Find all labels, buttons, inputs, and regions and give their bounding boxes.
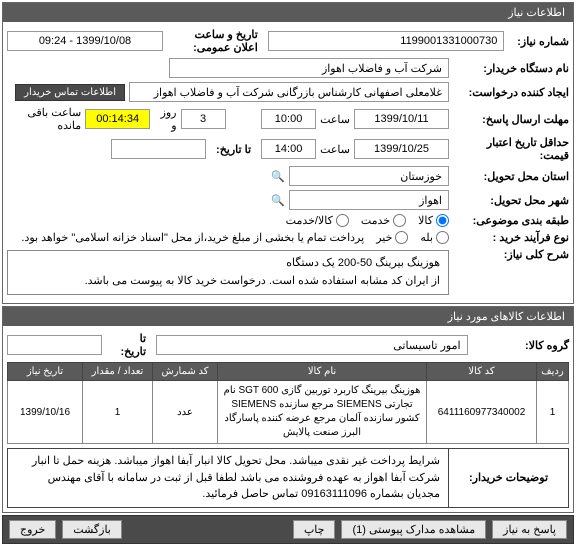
- days-left-input: [181, 109, 226, 129]
- buy-proc-group: بله خیر پرداخت تمام یا بخشی از مبلغ خرید…: [7, 231, 449, 244]
- col-code: کد کالا: [427, 363, 537, 381]
- buyer-notes-label: توضیحات خریدار:: [448, 449, 568, 507]
- opt-yes[interactable]: بله: [420, 231, 449, 244]
- need-no-input[interactable]: [268, 31, 505, 51]
- creator-label: ایجاد کننده درخواست:: [449, 86, 569, 99]
- topic-label: طبقه بندی موضوعی:: [449, 214, 569, 227]
- cell-need-date: 1399/10/16: [8, 381, 83, 444]
- deliver-prov-input[interactable]: [289, 166, 449, 186]
- reply-button[interactable]: پاسخ به نیاز: [492, 520, 567, 539]
- resp-date-input[interactable]: [354, 109, 449, 129]
- search-icon[interactable]: 🔍: [271, 194, 285, 207]
- deliver-prov-label: استان محل تحویل:: [449, 170, 569, 183]
- announce-label: تاریخ و ساعت اعلان عمومی:: [167, 28, 264, 54]
- opt-no[interactable]: خیر: [376, 231, 408, 244]
- contact-buyer-button[interactable]: اطلاعات تماس خریدار: [15, 84, 125, 101]
- footer-bar: پاسخ به نیاز مشاهده مدارک پیوستی (1) چاپ…: [2, 515, 574, 544]
- resp-time-input[interactable]: [261, 109, 316, 129]
- opt-goods[interactable]: کالا: [418, 214, 449, 227]
- need-no-label: شماره نیاز:: [504, 35, 569, 48]
- attachments-button[interactable]: مشاهده مدارک پیوستی (1): [341, 520, 486, 539]
- table-row[interactable]: 16411160977340002هوزینگ بیرینگ کاربرد تو…: [8, 381, 569, 444]
- panel2-header: اطلاعات کالاهای مورد نیاز: [3, 307, 573, 326]
- days-word: روز و: [154, 106, 176, 132]
- summary-line2: از ایران کد مشابه استفاده شده است. درخوا…: [16, 273, 440, 291]
- goods-info-panel: اطلاعات کالاهای مورد نیاز گروه کالا: تا …: [2, 306, 574, 513]
- cell-idx: 1: [537, 381, 569, 444]
- radio-yes[interactable]: [436, 231, 449, 244]
- buyer-org-label: نام دستگاه خریدار:: [449, 62, 569, 75]
- summary-line1: هوزینگ بیرینگ 50-200 یک دستگاه: [16, 255, 440, 273]
- col-name: نام کالا: [218, 363, 427, 381]
- buyer-notes-text: شرایط پرداخت غیر نقدی میباشد. محل تحویل …: [8, 449, 448, 507]
- print-button[interactable]: چاپ: [293, 520, 336, 539]
- resp-deadline-label: مهلت ارسال پاسخ:: [449, 113, 569, 126]
- col-count-code: کد شمارش: [153, 363, 218, 381]
- cell-qty: 1: [83, 381, 153, 444]
- buy-proc-label: نوع فرآیند خرید :: [449, 231, 569, 244]
- need-info-panel: اطلاعات نیاز شماره نیاز: تاریخ و ساعت اع…: [2, 2, 574, 304]
- summary-box: هوزینگ بیرینگ 50-200 یک دستگاه از ایران …: [7, 250, 449, 295]
- opt-both[interactable]: کالا/خدمت: [286, 214, 349, 227]
- radio-goods[interactable]: [436, 214, 449, 227]
- search-icon[interactable]: 🔍: [271, 170, 285, 183]
- deliver-city-label: شهر محل تحویل:: [449, 194, 569, 207]
- col-row: ردیف: [537, 363, 569, 381]
- panel1-body: شماره نیاز: تاریخ و ساعت اعلان عمومی: نا…: [3, 22, 573, 303]
- announce-input[interactable]: [7, 31, 163, 51]
- summary-label: شرح کلی نیاز:: [449, 248, 569, 261]
- cell-count-code: عدد: [153, 381, 218, 444]
- buyer-org-input[interactable]: [169, 58, 449, 78]
- panel1-header: اطلاعات نیاز: [3, 3, 573, 22]
- radio-both[interactable]: [336, 214, 349, 227]
- to-date-label-2: تا تاریخ:: [106, 332, 152, 358]
- radio-no[interactable]: [395, 231, 408, 244]
- table-header-row: ردیف کد کالا نام کالا کد شمارش تعداد / م…: [8, 363, 569, 381]
- panel2-body: گروه کالا: تا تاریخ: ردیف کد کالا نام کا…: [3, 326, 573, 512]
- deliver-city-input[interactable]: [289, 190, 449, 210]
- price-date-input[interactable]: [354, 139, 449, 159]
- opt-service[interactable]: خدمت: [361, 214, 406, 227]
- price-time-input[interactable]: [261, 139, 316, 159]
- back-button[interactable]: بازگشت: [62, 520, 122, 539]
- goods-table: ردیف کد کالا نام کالا کد شمارش تعداد / م…: [7, 362, 569, 444]
- col-qty: تعداد / مقدار: [83, 363, 153, 381]
- cell-name: هوزینگ بیرینگ کاربرد توربین گازی SGT 600…: [218, 381, 427, 444]
- to-date-input-2[interactable]: [7, 335, 102, 355]
- radio-service[interactable]: [393, 214, 406, 227]
- hour-label-1: ساعت: [320, 113, 350, 126]
- timer-input: [85, 109, 150, 129]
- group-input[interactable]: [156, 335, 468, 355]
- col-need-date: تاریخ نیاز: [8, 363, 83, 381]
- remain-word: ساعت باقی مانده: [7, 106, 81, 132]
- group-label: گروه کالا:: [468, 339, 569, 352]
- hour-label-2: ساعت: [320, 143, 350, 156]
- pay-all-text: پرداخت تمام یا بخشی از مبلغ خرید،از محل …: [21, 231, 364, 244]
- cell-code: 6411160977340002: [427, 381, 537, 444]
- topic-radio-group: کالا خدمت کالا/خدمت: [7, 214, 449, 227]
- exit-button[interactable]: خروج: [9, 520, 56, 539]
- to-date-label-1: تا تاریخ:: [210, 143, 257, 156]
- price-valid-label: حداقل تاریخ اعتبار قیمت:: [449, 136, 569, 162]
- creator-input[interactable]: [129, 82, 449, 102]
- to-date-input-1[interactable]: [111, 139, 206, 159]
- buyer-notes-box: توضیحات خریدار: شرایط پرداخت غیر نقدی می…: [7, 448, 569, 508]
